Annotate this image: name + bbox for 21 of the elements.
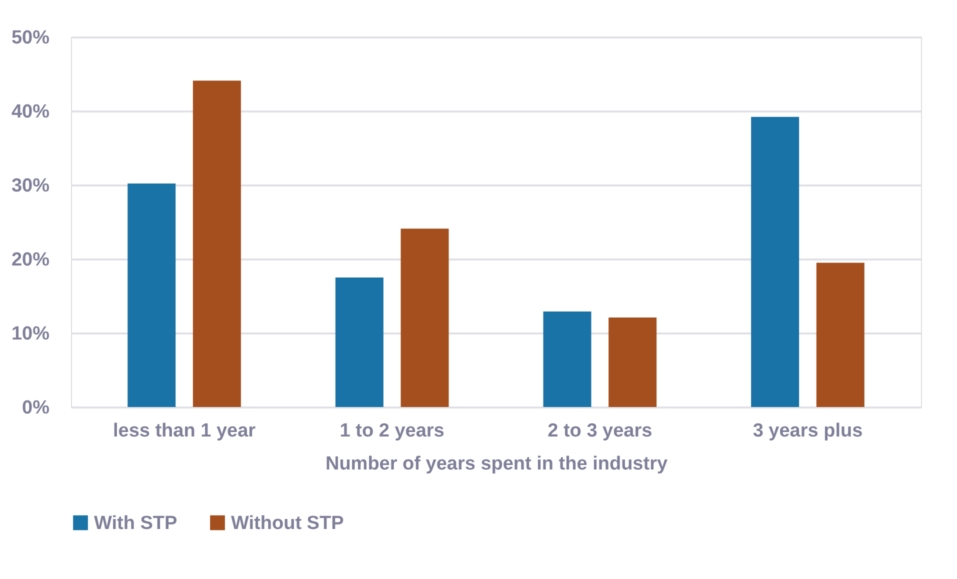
x-tick-label: 2 to 3 years: [548, 420, 652, 442]
x-tick-label: less than 1 year: [112, 420, 256, 442]
y-tick-label: 40%: [11, 102, 50, 122]
bar: [400, 228, 449, 407]
x-axis-title: Number of years spent in the industry: [325, 454, 668, 474]
y-tick-label: 30%: [11, 176, 50, 196]
y-tick-label: 50%: [11, 28, 50, 48]
bar: [192, 80, 241, 407]
y-tick-label: 10%: [11, 324, 50, 344]
bar: [608, 317, 657, 407]
legend-label: Without STP: [231, 512, 344, 534]
bar: [816, 262, 864, 407]
bar: [543, 312, 592, 407]
y-tick-label: 0%: [22, 398, 50, 418]
bar: [751, 116, 800, 407]
x-tick-label: 3 years plus: [752, 420, 863, 442]
y-tick-label: 20%: [11, 250, 50, 270]
bar: [128, 184, 176, 407]
legend-label: With STP: [94, 512, 178, 534]
bar: [335, 278, 384, 407]
x-tick-label: 1 to 2 years: [340, 420, 444, 442]
